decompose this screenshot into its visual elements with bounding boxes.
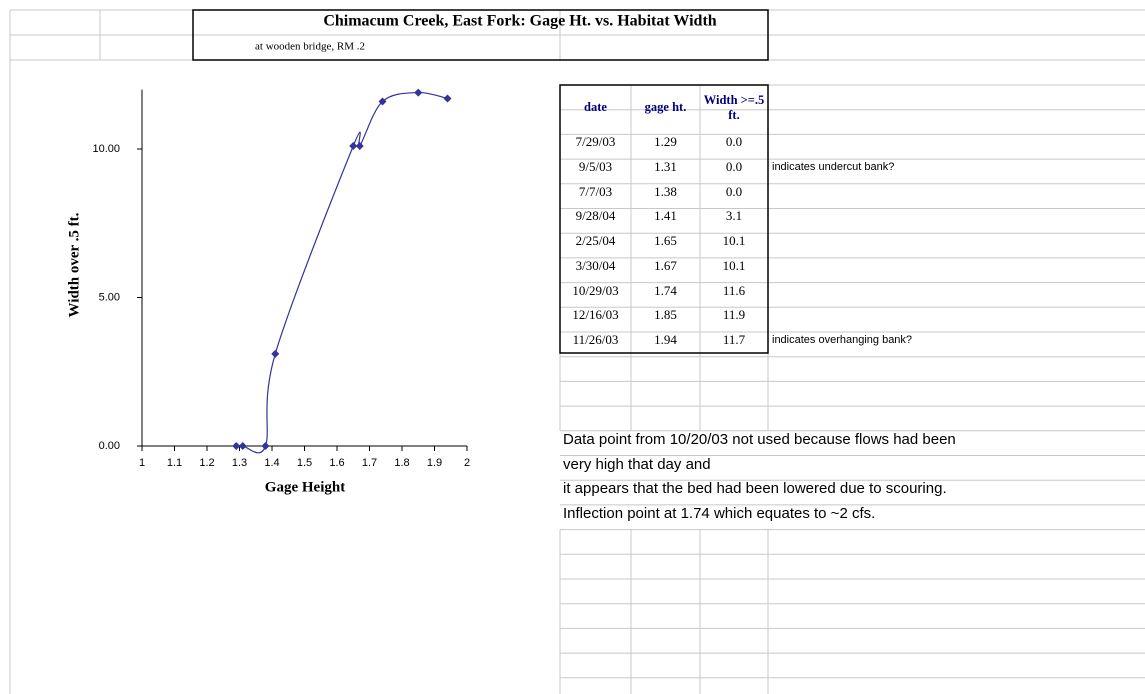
table-cell: 1.85 [654,307,677,323]
table-cell: 10/29/03 [572,282,619,298]
table-cell: 11.9 [722,307,746,323]
data-point [238,442,247,450]
table-cell: 1.94 [654,331,677,347]
table-cell: 1.29 [654,134,677,150]
data-point [261,442,270,450]
table-cell: 1.65 [654,233,677,249]
table-cell: 11/26/03 [572,331,619,347]
data-point [443,94,452,103]
table-cell: 10.1 [722,257,746,273]
table-cell: 1.38 [654,183,677,199]
table-box [559,84,769,354]
x-tick-label: 1.5 [297,457,312,469]
table-header: Width >=.5 ft. [703,92,765,122]
x-tick-label: 1.1 [167,457,182,469]
data-point [355,142,364,151]
note-text: Inflection point at 1.74 which equates t… [563,505,876,523]
data-line [236,91,448,454]
x-tick-label: 1.9 [427,457,442,469]
y-tick-label: 10.00 [92,143,120,155]
title-box [192,9,769,61]
table-cell: 2/25/04 [575,233,616,249]
x-tick-label: 1 [139,457,145,469]
table-cell: 0.0 [725,159,743,175]
table-cell: 11.7 [722,331,746,347]
table-cell: 1.67 [654,257,677,273]
sheet-subtitle: at wooden bridge, RM .2 [255,41,365,53]
table-cell: 7/29/03 [575,134,616,150]
data-point [414,88,423,97]
table-note: indicates undercut bank? [772,160,895,173]
table-cell: 9/28/04 [575,208,616,224]
y-tick-label: 0.00 [99,440,120,452]
table-cell: 7/7/03 [578,183,613,199]
x-tick-label: 1.7 [362,457,377,469]
note-text: Data point from 10/20/03 not used becaus… [563,431,956,448]
data-point [232,442,241,450]
y-tick-label: 5.00 [99,291,120,303]
data-point [349,142,358,151]
note-text: it appears that the bed had been lowered… [563,480,947,498]
x-tick-label: 1.8 [394,457,409,469]
table-cell: 0.0 [725,134,743,150]
y-axis-title: Width over .5 ft. [66,212,82,317]
note-text: very high that day and [563,455,711,473]
x-tick-label: 1.3 [232,457,247,469]
table-cell: 12/16/03 [572,307,619,323]
x-tick-label: 2 [464,457,470,469]
x-tick-label: 1.4 [264,457,279,469]
x-tick-label: 1.6 [329,457,344,469]
table-header: gage ht. [644,100,687,114]
data-point [271,349,280,358]
data-point [378,97,387,106]
table-cell: 11.6 [722,282,746,298]
table-cell: 3/30/04 [575,257,616,273]
table-cell: 1.74 [654,282,677,298]
table-cell: 9/5/03 [578,159,613,175]
x-tick-label: 1.2 [199,457,214,469]
x-axis-title: Gage Height [265,479,345,495]
table-note: indicates overhanging bank? [772,333,913,346]
table-cell: 10.1 [722,233,746,249]
table-cell: 1.31 [654,159,677,175]
table-header: date [584,100,607,114]
sheet-title: Chimacum Creek, East Fork: Gage Ht. vs. … [323,13,716,30]
table-cell: 1.41 [654,208,677,224]
table-cell: 3.1 [725,208,743,224]
table-cell: 0.0 [725,183,743,199]
